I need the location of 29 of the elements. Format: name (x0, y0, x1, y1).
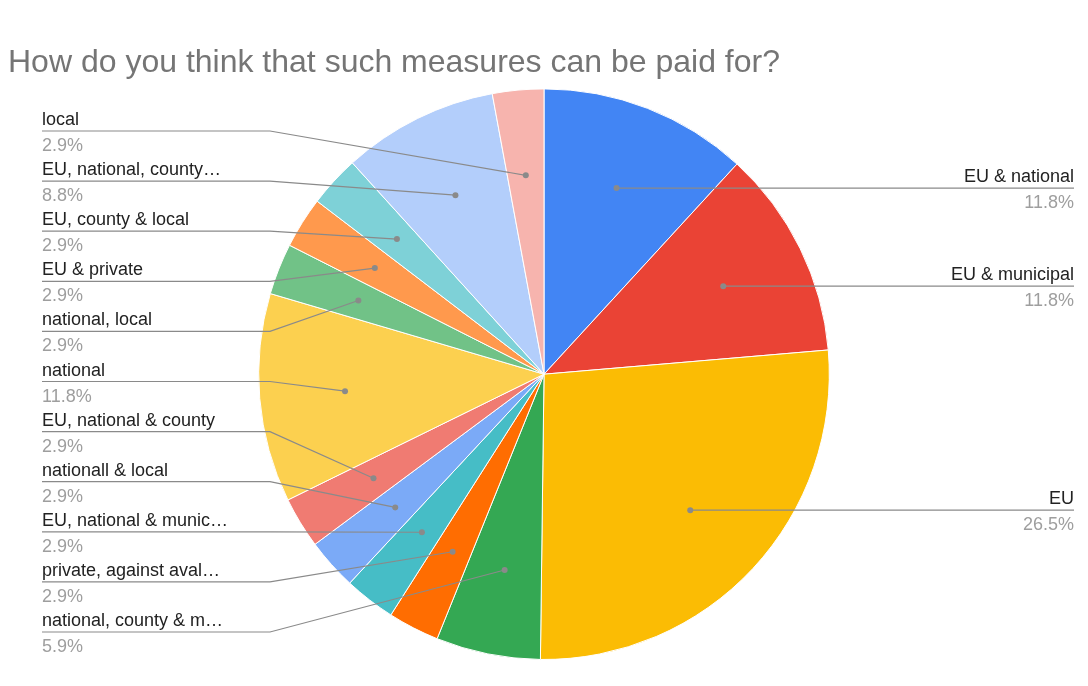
slice-label: EU, county & local (42, 209, 190, 230)
data-label: 8.8% (42, 185, 84, 206)
chart-title: How do you think that such measures can be paid for? (8, 43, 780, 80)
data-label: 2.9% (42, 585, 84, 606)
data-label: 2.9% (42, 335, 84, 356)
slice-label: local (42, 109, 80, 129)
data-label: 11.8% (1024, 290, 1074, 311)
slice-label: EU & national (963, 166, 1074, 187)
slice-label: EU (1048, 488, 1074, 509)
slice-label: nationall & local (42, 459, 169, 480)
data-label: 11.8% (42, 385, 92, 406)
data-label: 2.9% (42, 285, 84, 306)
data-label: 26.5% (1022, 514, 1074, 535)
slice-label: private, against aval… (42, 559, 221, 580)
data-label: 2.9% (42, 135, 84, 155)
slice-label: EU & private (42, 259, 144, 280)
slice-label: EU, national & munic… (42, 509, 229, 530)
data-label: 2.9% (42, 485, 84, 506)
slice-label: national, county & m… (42, 610, 224, 630)
data-label: 2.9% (42, 435, 84, 456)
slice-label: national, local (42, 309, 153, 330)
data-label: 5.9% (42, 636, 84, 656)
slice-label: national (42, 359, 106, 380)
slice-label: EU, national, county… (42, 159, 222, 180)
data-label: 2.9% (42, 235, 84, 256)
data-label: 11.8% (1024, 192, 1074, 213)
slice-label: EU & municipal (950, 264, 1074, 285)
slice-label: EU, national & county (42, 409, 216, 430)
data-label: 2.9% (42, 535, 84, 556)
